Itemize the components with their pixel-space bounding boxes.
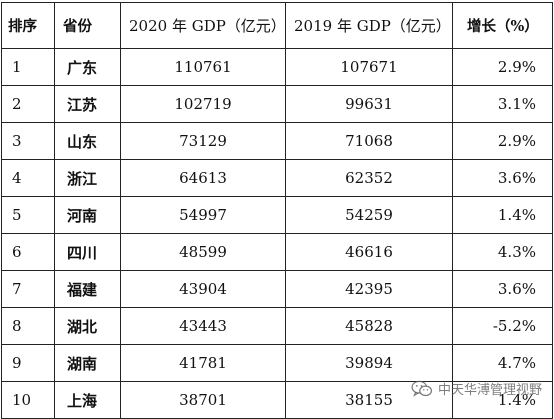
- cell-province: 河南: [54, 196, 121, 234]
- cell-growth: 3.1%: [452, 85, 553, 123]
- table-row: 10 上海 38701 38155 1.4%: [1, 381, 553, 419]
- cell-gdp-2019: 71068: [285, 122, 453, 160]
- table-row: 9 湖南 41781 39894 4.7%: [1, 344, 553, 382]
- header-rank: 排序: [1, 2, 55, 49]
- cell-rank: 4: [1, 159, 55, 197]
- cell-province: 四川: [54, 233, 121, 271]
- cell-province: 上海: [54, 381, 121, 419]
- cell-growth: 1.4%: [452, 196, 553, 234]
- header-gdp-2019: 2019 年 GDP（亿元）: [285, 2, 453, 49]
- cell-rank: 5: [1, 196, 55, 234]
- cell-rank: 3: [1, 122, 55, 160]
- cell-rank: 10: [1, 381, 55, 419]
- cell-province: 浙江: [54, 159, 121, 197]
- cell-province: 湖南: [54, 344, 121, 382]
- table-row: 3 山东 73129 71068 2.9%: [1, 122, 553, 160]
- table-header: 排序 省份 2020 年 GDP（亿元） 2019 年 GDP（亿元） 增长（%…: [1, 2, 553, 49]
- cell-province: 福建: [54, 270, 121, 308]
- table-row: 5 河南 54997 54259 1.4%: [1, 196, 553, 234]
- header-row: 排序 省份 2020 年 GDP（亿元） 2019 年 GDP（亿元） 增长（%…: [1, 2, 553, 49]
- cell-gdp-2019: 107671: [285, 48, 453, 86]
- cell-gdp-2020: 73129: [120, 122, 286, 160]
- cell-gdp-2020: 110761: [120, 48, 286, 86]
- cell-growth: 3.6%: [452, 270, 553, 308]
- header-gdp-2020: 2020 年 GDP（亿元）: [120, 2, 286, 49]
- cell-gdp-2019: 62352: [285, 159, 453, 197]
- cell-rank: 7: [1, 270, 55, 308]
- header-province: 省份: [54, 2, 121, 49]
- cell-rank: 2: [1, 85, 55, 123]
- cell-gdp-2020: 43904: [120, 270, 286, 308]
- cell-gdp-2019: 39894: [285, 344, 453, 382]
- cell-rank: 9: [1, 344, 55, 382]
- cell-growth: 2.9%: [452, 122, 553, 160]
- table-row: 2 江苏 102719 99631 3.1%: [1, 85, 553, 123]
- cell-gdp-2020: 43443: [120, 307, 286, 345]
- cell-gdp-2020: 48599: [120, 233, 286, 271]
- cell-gdp-2019: 45828: [285, 307, 453, 345]
- table-row: 8 湖北 43443 45828 -5.2%: [1, 307, 553, 345]
- cell-rank: 1: [1, 48, 55, 86]
- header-growth: 增长（%）: [452, 2, 553, 49]
- cell-province: 湖北: [54, 307, 121, 345]
- cell-gdp-2019: 42395: [285, 270, 453, 308]
- table-row: 7 福建 43904 42395 3.6%: [1, 270, 553, 308]
- cell-growth: 4.3%: [452, 233, 553, 271]
- cell-rank: 6: [1, 233, 55, 271]
- cell-gdp-2019: 99631: [285, 85, 453, 123]
- cell-gdp-2020: 64613: [120, 159, 286, 197]
- cell-gdp-2019: 38155: [285, 381, 453, 419]
- cell-rank: 8: [1, 307, 55, 345]
- cell-gdp-2020: 102719: [120, 85, 286, 123]
- cell-gdp-2019: 54259: [285, 196, 453, 234]
- cell-growth: 3.6%: [452, 159, 553, 197]
- cell-province: 广东: [54, 48, 121, 86]
- cell-growth: -5.2%: [452, 307, 553, 345]
- table-row: 1 广东 110761 107671 2.9%: [1, 48, 553, 86]
- cell-province: 山东: [54, 122, 121, 160]
- table-row: 4 浙江 64613 62352 3.6%: [1, 159, 553, 197]
- table-body: 1 广东 110761 107671 2.9% 2 江苏 102719 99631 3.1% 3 山东…: [1, 48, 553, 419]
- cell-gdp-2020: 38701: [120, 381, 286, 419]
- table-row: 6 四川 48599 46616 4.3%: [1, 233, 553, 271]
- cell-gdp-2020: 41781: [120, 344, 286, 382]
- cell-growth: 1.4%: [452, 381, 553, 419]
- cell-gdp-2020: 54997: [120, 196, 286, 234]
- cell-province: 江苏: [54, 85, 121, 123]
- cell-growth: 4.7%: [452, 344, 553, 382]
- cell-growth: 2.9%: [452, 48, 553, 86]
- cell-gdp-2019: 46616: [285, 233, 453, 271]
